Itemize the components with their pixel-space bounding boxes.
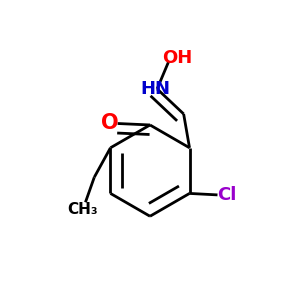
Text: CH₃: CH₃	[67, 202, 98, 217]
Text: HN: HN	[141, 80, 171, 98]
Text: OH: OH	[163, 49, 193, 67]
Text: O: O	[100, 113, 118, 134]
Text: Cl: Cl	[217, 186, 237, 204]
